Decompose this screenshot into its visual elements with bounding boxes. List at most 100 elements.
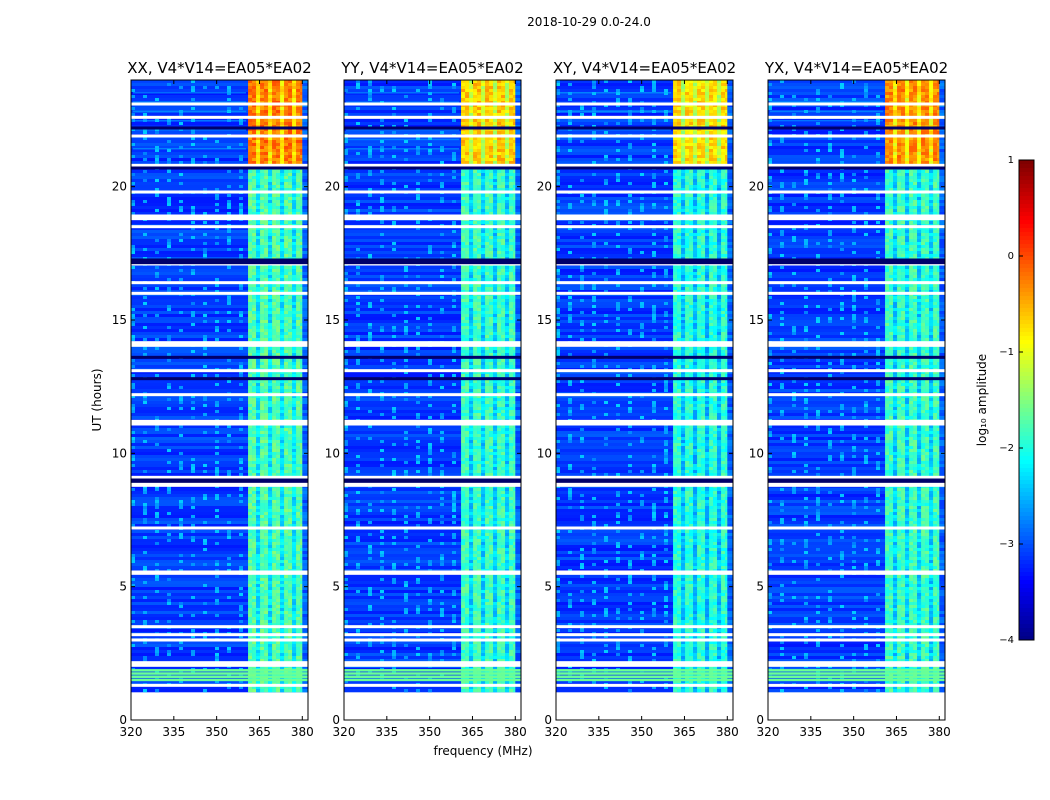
y-tick-label: 15 — [112, 313, 127, 327]
dark-row — [556, 377, 733, 381]
x-tick-label: 320 — [545, 725, 568, 739]
flagged-row — [556, 214, 733, 218]
colorbar-segment — [1019, 348, 1034, 353]
flagged-row — [768, 570, 945, 574]
flagged-row — [556, 369, 733, 373]
flagged-row — [768, 683, 945, 687]
colorbar-frame — [1018, 159, 1035, 641]
colorbar-segment — [1019, 476, 1034, 481]
colorbar-segment — [1019, 212, 1034, 217]
x-tick-label: 320 — [333, 725, 356, 739]
flagged-row — [768, 526, 945, 530]
y-tick-label: 10 — [749, 446, 764, 460]
heatmap-panel-4: YX, V4*V14=EA05*EA02 320 335 350 365 380 0 5 10 1… — [749, 59, 951, 739]
flagged-row — [131, 291, 308, 295]
colorbar-segment — [1019, 328, 1034, 333]
flagged-row — [344, 217, 521, 221]
colorbar-segment — [1019, 440, 1034, 445]
colorbar-segment — [1019, 508, 1034, 513]
colorbar-segment — [1019, 312, 1034, 317]
flagged-row — [556, 163, 733, 167]
colorbar-segment — [1019, 316, 1034, 321]
heatmap-panel-1: XX, V4*V14=EA05*EA02 320 335 350 365 380 0 5 10 1… — [112, 59, 314, 739]
flagged-row — [768, 163, 945, 167]
flagged-row — [556, 526, 733, 530]
colorbar-segment — [1019, 260, 1034, 265]
dark-row — [344, 261, 521, 265]
x-tick-label: 380 — [291, 725, 314, 739]
y-tick-label: 10 — [325, 446, 340, 460]
flagged-row — [131, 475, 308, 479]
colorbar-segment — [1019, 420, 1034, 425]
colorbar-segment — [1019, 488, 1034, 493]
colorbar-segment — [1019, 288, 1034, 293]
flagged-row — [131, 341, 308, 345]
flagged-row — [131, 482, 308, 486]
flagged-row — [556, 393, 733, 397]
flagged-row — [344, 341, 521, 345]
colorbar-segment — [1019, 468, 1034, 473]
flagged-row — [131, 570, 308, 574]
flagged-row — [768, 661, 945, 665]
heatmap-panel-2: YY, V4*V14=EA05*EA02 320 335 350 365 380 0 5 10 1… — [325, 59, 527, 739]
flagged-row — [131, 661, 308, 665]
x-tick-label: 320 — [120, 725, 143, 739]
x-tick-label: 365 — [248, 725, 271, 739]
dark-row — [131, 126, 308, 130]
colorbar-segment — [1019, 164, 1034, 169]
colorbar-segment — [1019, 612, 1034, 617]
colorbar-segment — [1019, 252, 1034, 257]
flagged-row — [344, 570, 521, 574]
flagged-row — [344, 475, 521, 479]
colorbar-segment — [1019, 232, 1034, 237]
y-tick-label: 0 — [756, 713, 764, 727]
dark-row — [344, 166, 521, 170]
flagged-row — [344, 163, 521, 167]
dark-row — [768, 478, 945, 482]
colorbar-tick-label: −4 — [999, 635, 1014, 646]
colorbar-segment — [1019, 480, 1034, 485]
x-axis-label: frequency (MHz) — [433, 744, 532, 758]
colorbar-segment — [1019, 264, 1034, 269]
dark-row — [344, 478, 521, 482]
flagged-row — [131, 393, 308, 397]
colorbar-segment — [1019, 336, 1034, 341]
y-tick-label: 15 — [749, 313, 764, 327]
colorbar-segment — [1019, 340, 1034, 345]
flagged-row — [768, 102, 945, 106]
heatmap-cells — [768, 80, 945, 693]
flagged-row — [556, 683, 733, 687]
flagged-row — [131, 526, 308, 530]
y-tick-label: 5 — [756, 580, 764, 594]
dark-row — [344, 355, 521, 359]
colorbar-segment — [1019, 564, 1034, 569]
flagged-row — [131, 217, 308, 221]
axes-frame — [130, 79, 309, 721]
flagged-row — [131, 214, 308, 218]
flagged-row — [131, 625, 308, 629]
colorbar-segment — [1019, 548, 1034, 553]
flagged-row — [768, 482, 945, 486]
flagged-row — [344, 369, 521, 373]
colorbar-segment — [1019, 272, 1034, 277]
flagged-row — [344, 190, 521, 194]
colorbar-segment — [1019, 492, 1034, 497]
panel-title: XY, V4*V14=EA05*EA02 — [553, 59, 736, 77]
colorbar-segment — [1019, 424, 1034, 429]
y-tick-label: 0 — [119, 713, 127, 727]
colorbar-segment — [1019, 620, 1034, 625]
colorbar-segment — [1019, 484, 1034, 489]
colorbar-tick-label: 0 — [1008, 251, 1014, 262]
panel-title: XX, V4*V14=EA05*EA02 — [127, 59, 311, 77]
flagged-row — [768, 393, 945, 397]
colorbar-segment — [1019, 404, 1034, 409]
colorbar-segment — [1019, 224, 1034, 229]
colorbar-segment — [1019, 584, 1034, 589]
colorbar-segment — [1019, 240, 1034, 245]
colorbar-segment — [1019, 628, 1034, 633]
colorbar-segment — [1019, 200, 1034, 205]
colorbar-segment — [1019, 528, 1034, 533]
dark-row — [344, 258, 521, 262]
colorbar-segment — [1019, 524, 1034, 529]
flagged-row — [344, 526, 521, 530]
